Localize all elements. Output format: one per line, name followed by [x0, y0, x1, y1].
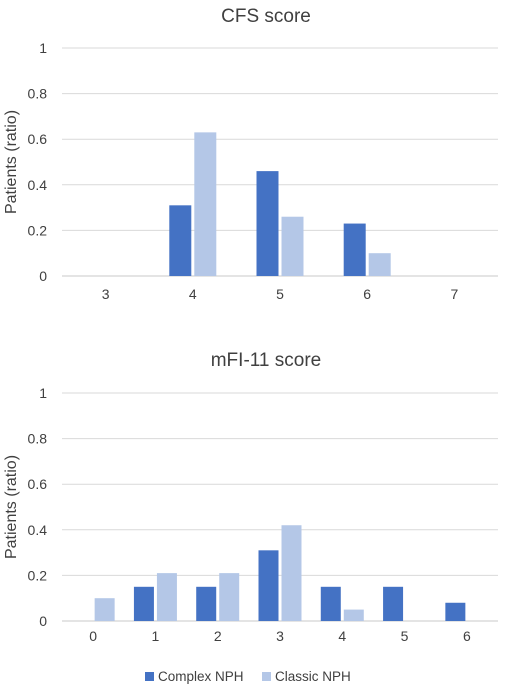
cfs-chart: CFS score Patients (ratio) 0 0.2 0.4 0.6 0.8 1 3… — [3, 6, 498, 302]
cfs-bar-complex-4 — [169, 205, 192, 276]
cfs-xtick-label: 5 — [276, 286, 284, 302]
mfi11-xtick-label: 4 — [338, 628, 346, 644]
cfs-xtick-label: 7 — [451, 286, 459, 302]
cfs-bar-classic-5 — [281, 216, 304, 276]
mfi11-ytick-label: 0 — [39, 613, 47, 629]
mfi11-bar-classic-1 — [156, 573, 177, 621]
cfs-ytick-label: 1 — [39, 40, 47, 56]
mfi11-chart: mFI-11 score Patients (ratio) 0 0.2 0.4 0.6 0.… — [3, 350, 498, 644]
mfi11-bar-complex-6 — [445, 602, 466, 621]
mfi11-xtick-label: 6 — [463, 628, 471, 644]
mfi11-ytick-label: 0.8 — [28, 431, 48, 447]
legend-label-classic: Classic NPH — [275, 669, 351, 684]
mfi11-ylabel: Patients (ratio) — [3, 455, 20, 559]
mfi11-ytick-label: 0.4 — [28, 522, 48, 538]
mfi11-xtick-label: 2 — [214, 628, 222, 644]
cfs-xtick-label: 3 — [102, 286, 110, 302]
mfi11-bar-complex-2 — [196, 586, 217, 621]
mfi11-bar-classic-0 — [94, 598, 115, 621]
mfi11-ytick-label: 0.6 — [28, 476, 48, 492]
legend: Complex NPH Classic NPH — [145, 669, 351, 684]
cfs-ylabel: Patients (ratio) — [3, 110, 20, 214]
mfi11-xtick-label: 5 — [401, 628, 409, 644]
cfs-bar-complex-5 — [256, 171, 279, 276]
mfi11-xtick-label: 0 — [89, 628, 97, 644]
cfs-title: CFS score — [221, 6, 311, 27]
cfs-ytick-label: 0.2 — [28, 222, 48, 238]
mfi11-bar-classic-3 — [281, 525, 302, 621]
mfi11-bar-complex-3 — [258, 550, 279, 621]
mfi11-xtick-label: 3 — [276, 628, 284, 644]
mfi11-ytick-label: 0.2 — [28, 567, 48, 583]
mfi11-bar-classic-2 — [219, 573, 240, 621]
mfi11-bar-classic-4 — [343, 609, 364, 621]
cfs-ytick-label: 0.8 — [28, 86, 48, 102]
legend-swatch-complex — [145, 672, 154, 681]
mfi11-bar-complex-1 — [133, 586, 154, 621]
mfi11-bar-complex-4 — [320, 586, 341, 621]
legend-label-complex: Complex NPH — [158, 669, 244, 684]
mfi11-xtick-label: 1 — [152, 628, 160, 644]
cfs-xtick-label: 4 — [189, 286, 197, 302]
mfi11-bar-complex-5 — [383, 586, 404, 621]
cfs-bar-complex-6 — [343, 223, 366, 276]
cfs-bar-classic-4 — [194, 132, 217, 276]
cfs-xtick-label: 6 — [363, 286, 371, 302]
legend-swatch-classic — [262, 672, 271, 681]
cfs-bar-classic-6 — [368, 253, 391, 276]
cfs-ytick-label: 0.6 — [28, 131, 48, 147]
mfi11-title: mFI-11 score — [211, 350, 322, 371]
cfs-ytick-label: 0 — [39, 268, 47, 284]
cfs-ytick-label: 0.4 — [28, 177, 48, 193]
mfi11-ytick-label: 1 — [39, 385, 47, 401]
